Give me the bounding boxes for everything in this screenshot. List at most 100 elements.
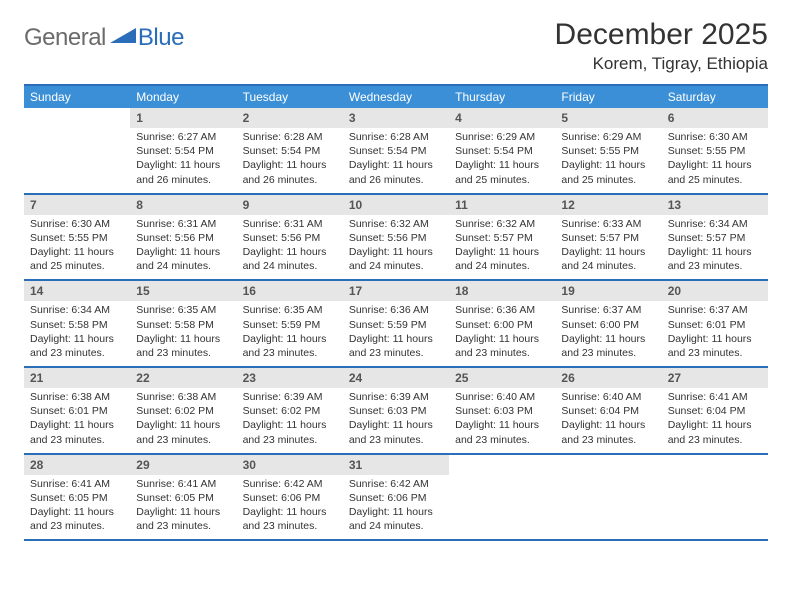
day-cell: 13Sunrise: 6:34 AMSunset: 5:57 PMDayligh…: [662, 194, 768, 281]
day-cell: 7Sunrise: 6:30 AMSunset: 5:55 PMDaylight…: [24, 194, 130, 281]
day-body: Sunrise: 6:42 AMSunset: 6:06 PMDaylight:…: [237, 475, 343, 540]
day-number: 24: [343, 368, 449, 388]
day-body: Sunrise: 6:33 AMSunset: 5:57 PMDaylight:…: [555, 215, 661, 280]
logo-triangle-icon: [110, 25, 136, 48]
day-body: Sunrise: 6:38 AMSunset: 6:01 PMDaylight:…: [24, 388, 130, 453]
day-body: Sunrise: 6:37 AMSunset: 6:00 PMDaylight:…: [555, 301, 661, 366]
day-line-d2: and 23 minutes.: [561, 346, 655, 360]
day-header: Sunday: [24, 85, 130, 108]
day-line-d1: Daylight: 11 hours: [668, 332, 762, 346]
calendar-table: Sunday Monday Tuesday Wednesday Thursday…: [24, 84, 768, 541]
day-number: 23: [237, 368, 343, 388]
day-cell: [449, 454, 555, 541]
week-row: 28Sunrise: 6:41 AMSunset: 6:05 PMDayligh…: [24, 454, 768, 541]
day-line-d2: and 25 minutes.: [30, 259, 124, 273]
day-line-ss: Sunset: 6:03 PM: [455, 404, 549, 418]
day-cell: 15Sunrise: 6:35 AMSunset: 5:58 PMDayligh…: [130, 280, 236, 367]
day-body: Sunrise: 6:29 AMSunset: 5:54 PMDaylight:…: [449, 128, 555, 193]
day-line-d1: Daylight: 11 hours: [349, 332, 443, 346]
day-cell: 26Sunrise: 6:40 AMSunset: 6:04 PMDayligh…: [555, 367, 661, 454]
day-number: 30: [237, 455, 343, 475]
day-line-sr: Sunrise: 6:40 AM: [455, 390, 549, 404]
day-body: Sunrise: 6:28 AMSunset: 5:54 PMDaylight:…: [343, 128, 449, 193]
day-line-sr: Sunrise: 6:42 AM: [349, 477, 443, 491]
day-line-ss: Sunset: 5:54 PM: [243, 144, 337, 158]
day-line-d1: Daylight: 11 hours: [455, 418, 549, 432]
day-cell: 18Sunrise: 6:36 AMSunset: 6:00 PMDayligh…: [449, 280, 555, 367]
day-number: 27: [662, 368, 768, 388]
day-line-sr: Sunrise: 6:38 AM: [30, 390, 124, 404]
day-line-d1: Daylight: 11 hours: [349, 158, 443, 172]
day-line-ss: Sunset: 5:56 PM: [136, 231, 230, 245]
day-body: Sunrise: 6:40 AMSunset: 6:03 PMDaylight:…: [449, 388, 555, 453]
day-header: Thursday: [449, 85, 555, 108]
day-cell: 14Sunrise: 6:34 AMSunset: 5:58 PMDayligh…: [24, 280, 130, 367]
day-line-ss: Sunset: 5:55 PM: [30, 231, 124, 245]
day-number: 8: [130, 195, 236, 215]
day-header: Wednesday: [343, 85, 449, 108]
day-number: 5: [555, 108, 661, 128]
day-cell: 20Sunrise: 6:37 AMSunset: 6:01 PMDayligh…: [662, 280, 768, 367]
day-body: Sunrise: 6:36 AMSunset: 5:59 PMDaylight:…: [343, 301, 449, 366]
day-line-sr: Sunrise: 6:36 AM: [455, 303, 549, 317]
day-line-ss: Sunset: 6:02 PM: [136, 404, 230, 418]
day-cell: [555, 454, 661, 541]
day-number: 16: [237, 281, 343, 301]
day-line-ss: Sunset: 5:59 PM: [243, 318, 337, 332]
day-number: 10: [343, 195, 449, 215]
day-line-d2: and 23 minutes.: [243, 433, 337, 447]
day-line-d2: and 23 minutes.: [30, 346, 124, 360]
day-number: 31: [343, 455, 449, 475]
day-line-ss: Sunset: 6:05 PM: [30, 491, 124, 505]
day-line-d1: Daylight: 11 hours: [243, 332, 337, 346]
day-line-d2: and 24 minutes.: [349, 519, 443, 533]
day-number: 4: [449, 108, 555, 128]
day-body: Sunrise: 6:35 AMSunset: 5:59 PMDaylight:…: [237, 301, 343, 366]
day-number: 13: [662, 195, 768, 215]
day-number: 1: [130, 108, 236, 128]
day-cell: 11Sunrise: 6:32 AMSunset: 5:57 PMDayligh…: [449, 194, 555, 281]
day-line-d1: Daylight: 11 hours: [30, 418, 124, 432]
day-body: Sunrise: 6:39 AMSunset: 6:03 PMDaylight:…: [343, 388, 449, 453]
day-line-d2: and 24 minutes.: [136, 259, 230, 273]
month-title: December 2025: [555, 18, 768, 52]
day-number: 17: [343, 281, 449, 301]
day-line-d2: and 23 minutes.: [455, 346, 549, 360]
day-line-ss: Sunset: 5:54 PM: [349, 144, 443, 158]
day-line-ss: Sunset: 6:06 PM: [243, 491, 337, 505]
day-body: Sunrise: 6:41 AMSunset: 6:05 PMDaylight:…: [24, 475, 130, 540]
day-line-ss: Sunset: 5:59 PM: [349, 318, 443, 332]
day-cell: 21Sunrise: 6:38 AMSunset: 6:01 PMDayligh…: [24, 367, 130, 454]
day-line-ss: Sunset: 5:58 PM: [136, 318, 230, 332]
day-number: 15: [130, 281, 236, 301]
day-body: Sunrise: 6:40 AMSunset: 6:04 PMDaylight:…: [555, 388, 661, 453]
day-line-sr: Sunrise: 6:38 AM: [136, 390, 230, 404]
day-line-ss: Sunset: 6:06 PM: [349, 491, 443, 505]
day-cell: 5Sunrise: 6:29 AMSunset: 5:55 PMDaylight…: [555, 108, 661, 194]
day-line-d2: and 23 minutes.: [668, 259, 762, 273]
day-line-ss: Sunset: 5:56 PM: [349, 231, 443, 245]
day-line-d2: and 24 minutes.: [561, 259, 655, 273]
day-line-d1: Daylight: 11 hours: [349, 245, 443, 259]
day-line-d1: Daylight: 11 hours: [349, 418, 443, 432]
day-number: 28: [24, 455, 130, 475]
day-cell: 12Sunrise: 6:33 AMSunset: 5:57 PMDayligh…: [555, 194, 661, 281]
day-line-sr: Sunrise: 6:35 AM: [243, 303, 337, 317]
day-line-ss: Sunset: 6:05 PM: [136, 491, 230, 505]
day-line-d1: Daylight: 11 hours: [30, 505, 124, 519]
day-body: Sunrise: 6:31 AMSunset: 5:56 PMDaylight:…: [237, 215, 343, 280]
day-cell: [24, 108, 130, 194]
day-header-row: Sunday Monday Tuesday Wednesday Thursday…: [24, 85, 768, 108]
day-line-d1: Daylight: 11 hours: [243, 245, 337, 259]
day-body: Sunrise: 6:35 AMSunset: 5:58 PMDaylight:…: [130, 301, 236, 366]
day-line-sr: Sunrise: 6:36 AM: [349, 303, 443, 317]
day-line-d1: Daylight: 11 hours: [243, 505, 337, 519]
header: General Blue December 2025 Korem, Tigray…: [24, 18, 768, 74]
day-line-ss: Sunset: 5:57 PM: [668, 231, 762, 245]
day-line-ss: Sunset: 5:57 PM: [455, 231, 549, 245]
logo-text-general: General: [24, 24, 106, 52]
day-line-d1: Daylight: 11 hours: [243, 158, 337, 172]
day-body: Sunrise: 6:31 AMSunset: 5:56 PMDaylight:…: [130, 215, 236, 280]
day-body: Sunrise: 6:30 AMSunset: 5:55 PMDaylight:…: [24, 215, 130, 280]
day-line-d1: Daylight: 11 hours: [136, 505, 230, 519]
